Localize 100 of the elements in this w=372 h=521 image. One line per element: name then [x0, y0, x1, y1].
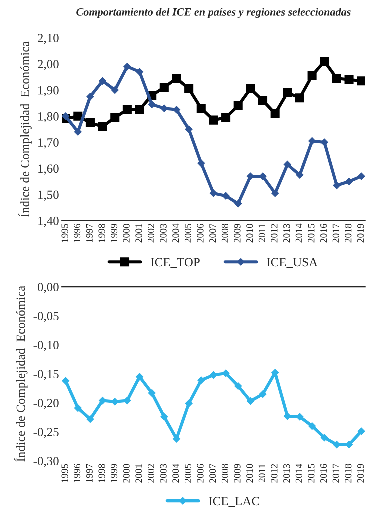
- point: [148, 389, 156, 398]
- x-tick-label: 2008: [222, 464, 228, 483]
- y-tick-label: 1,80: [38, 112, 59, 123]
- point: [136, 68, 144, 76]
- point: [308, 422, 316, 430]
- point: [124, 62, 132, 71]
- x-tick-label: 2004: [172, 464, 180, 483]
- x-tick-label: 1997: [86, 224, 93, 242]
- x-tick-label: 2000: [123, 224, 130, 243]
- point: [222, 192, 230, 200]
- point: [246, 397, 255, 406]
- y-tick-label: -0,05: [34, 312, 59, 322]
- y-axis-title: Índice de Complejidad Económica: [18, 41, 32, 218]
- x-tick-label: 1997: [86, 464, 93, 482]
- point: [270, 109, 280, 118]
- point: [184, 84, 194, 94]
- x-tick-label: 1998: [98, 224, 106, 242]
- point: [86, 92, 94, 101]
- point: [62, 112, 70, 120]
- x-tick-label: 2010: [246, 224, 254, 243]
- point: [136, 373, 144, 381]
- x-tick-label: 2018: [345, 224, 352, 243]
- point: [222, 113, 231, 122]
- x-tick-label: 2017: [332, 224, 340, 243]
- point: [358, 428, 366, 436]
- y-axis-title: Índice de Complejidad Económica: [14, 286, 28, 462]
- point: [332, 74, 342, 84]
- point: [74, 128, 82, 136]
- point: [148, 100, 156, 109]
- x-tick-label: 2013: [284, 224, 290, 243]
- point: [222, 370, 230, 378]
- point: [295, 94, 304, 103]
- x-tick-label: 2009: [234, 224, 241, 243]
- y-tick-label: -0,15: [34, 370, 59, 380]
- point: [196, 104, 206, 114]
- point: [124, 396, 132, 405]
- x-tick-label: 2000: [123, 464, 130, 483]
- x-tick-label: 2011: [258, 464, 266, 483]
- point: [234, 382, 242, 390]
- point: [320, 434, 329, 442]
- x-tick-label: 2011: [258, 224, 266, 242]
- point: [308, 137, 316, 146]
- y-tick-label: 1,40: [38, 216, 59, 228]
- y-tick-label: 0,00: [38, 283, 59, 294]
- y-tick-label: 1,70: [38, 138, 59, 149]
- point: [110, 113, 120, 122]
- point: [74, 404, 82, 412]
- x-tick-label: 2005: [184, 224, 192, 243]
- point: [160, 83, 169, 92]
- chart-title: Comportamiento del ICE en países y regiones seleccionadas: [76, 8, 351, 18]
- x-tick-label: 2010: [246, 464, 254, 483]
- point: [333, 182, 341, 190]
- point: [74, 112, 83, 121]
- point: [259, 390, 267, 398]
- x-tick-label: 2012: [271, 464, 278, 483]
- point: [333, 440, 341, 449]
- point: [246, 84, 256, 94]
- y-tick-label: -0,10: [34, 341, 59, 352]
- point: [197, 376, 206, 384]
- x-tick-label: 2001: [136, 464, 142, 483]
- x-tick-label: 2012: [271, 224, 278, 243]
- point: [62, 377, 70, 385]
- x-tick-label: 2014: [296, 464, 302, 483]
- point: [172, 74, 182, 84]
- y-tick-label: 2,00: [38, 60, 59, 70]
- point: [185, 400, 193, 408]
- x-tick-label: 2007: [210, 224, 216, 243]
- x-tick-label: 1995: [62, 464, 68, 482]
- point: [86, 415, 94, 424]
- x-tick-label: 2014: [296, 224, 302, 243]
- point: [234, 101, 243, 110]
- y-tick-label: 2,10: [38, 34, 59, 44]
- legend-label: ICE_TOP: [151, 258, 200, 268]
- point: [86, 118, 95, 128]
- point: [197, 160, 206, 168]
- y-tick-label: -0,30: [34, 457, 59, 468]
- point: [210, 371, 218, 380]
- x-tick-label: 2003: [160, 464, 167, 483]
- x-tick-label: 2004: [172, 224, 180, 243]
- x-tick-label: 2016: [320, 464, 328, 483]
- point: [258, 96, 268, 106]
- x-tick-label: 2015: [308, 464, 315, 483]
- legend-label: ICE_USA: [267, 258, 318, 268]
- point: [210, 190, 218, 198]
- x-tick-label: 2002: [148, 464, 155, 483]
- x-tick-label: 2001: [136, 224, 142, 243]
- x-tick-label: 2006: [197, 464, 204, 483]
- x-tick-label: 1999: [111, 224, 118, 242]
- point: [308, 71, 317, 80]
- point: [296, 413, 304, 421]
- y-tick-label: 1,50: [38, 190, 59, 202]
- y-tick-label: -0,25: [34, 428, 59, 438]
- x-tick-label: 2015: [308, 224, 315, 243]
- x-tick-label: 2002: [148, 224, 155, 243]
- y-tick-label: 1,90: [38, 86, 59, 97]
- point: [296, 171, 304, 180]
- point: [358, 172, 366, 180]
- point: [320, 57, 330, 66]
- x-tick-label: 2019: [357, 464, 364, 483]
- point: [160, 104, 168, 112]
